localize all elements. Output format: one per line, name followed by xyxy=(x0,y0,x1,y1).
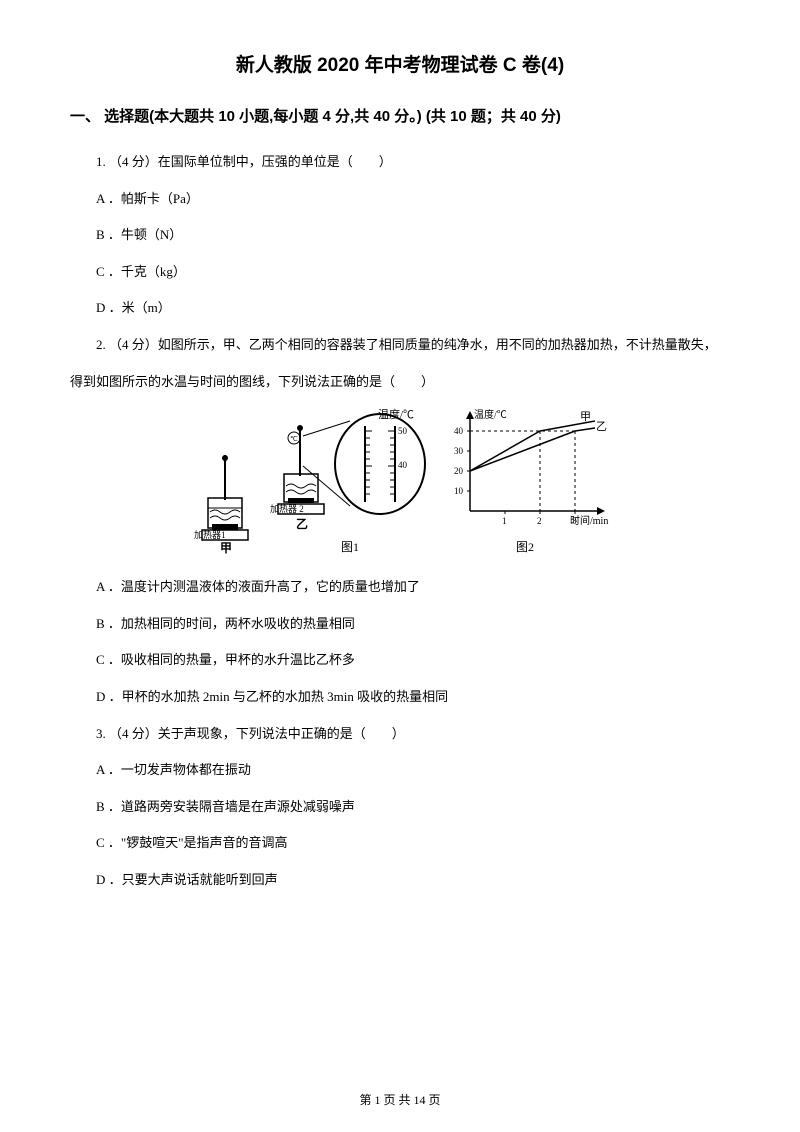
q1-option-c: C ．千克（kg） xyxy=(70,258,730,287)
fig2-label: 图2 xyxy=(516,538,534,555)
svg-text:2: 2 xyxy=(537,516,542,526)
chart: 温度/℃ 时间/min 10 20 30 40 1 2 3 甲 乙 图2 xyxy=(440,406,610,555)
chart-yi: 乙 xyxy=(596,420,607,433)
page-title: 新人教版 2020 年中考物理试卷 C 卷(4) xyxy=(70,50,730,77)
q1-option-b: B ．牛顿（N） xyxy=(70,221,730,250)
jia-label: 甲 xyxy=(220,541,232,555)
q2-stem-cont: 得到如图所示的水温与时间的图线，下列说法正确的是（ ） xyxy=(70,368,730,397)
heater1-label: 加热器1 xyxy=(194,529,226,540)
svg-text:3: 3 xyxy=(572,516,577,526)
svg-text:20: 20 xyxy=(454,466,464,476)
q2-option-d: D ．甲杯的水加热 2min 与乙杯的水加热 3min 吸收的热量相同 xyxy=(70,683,730,712)
chart-ylabel: 温度/℃ xyxy=(474,408,507,421)
heater2-label: 加热器 2 xyxy=(270,503,304,514)
svg-text:30: 30 xyxy=(454,446,464,456)
svg-text:℃: ℃ xyxy=(290,435,298,443)
q3-stem: 3. （4 分）关于声现象，下列说法中正确的是（ ） xyxy=(70,720,730,749)
svg-text:40: 40 xyxy=(454,426,464,436)
chart-jia: 甲 xyxy=(580,411,591,423)
q1-option-d: D ．米（m） xyxy=(70,294,730,323)
q2-figures: 加热器1 甲 ℃ 加热器 2 乙 温度/℃ 50 4 xyxy=(70,406,730,555)
q3-option-b: B ．道路两旁安装隔音墙是在声源处减弱噪声 xyxy=(70,793,730,822)
q3-option-d: D ．只要大声说话就能听到回声 xyxy=(70,866,730,895)
fig1-label: 图1 xyxy=(341,538,359,555)
chart-svg: 温度/℃ 时间/min 10 20 30 40 1 2 3 甲 乙 xyxy=(440,406,610,536)
svg-text:50: 50 xyxy=(398,426,408,436)
q2-option-a: A ．温度计内测温液体的液面升高了，它的质量也增加了 xyxy=(70,573,730,602)
beaker-yi-svg: ℃ 加热器 2 乙 温度/℃ 50 40 xyxy=(270,406,430,536)
thermo-unit: 温度/℃ xyxy=(378,407,414,421)
q2-option-b: B ．加热相同的时间，两杯水吸收的热量相同 xyxy=(70,610,730,639)
beaker-jia: 加热器1 甲 xyxy=(190,450,260,555)
beaker-yi: ℃ 加热器 2 乙 温度/℃ 50 40 xyxy=(270,406,430,555)
q3-option-a: A ．一切发声物体都在振动 xyxy=(70,756,730,785)
q1-option-a: A ．帕斯卡（Pa） xyxy=(70,185,730,214)
q1-stem: 1. （4 分）在国际单位制中，压强的单位是（ ） xyxy=(70,148,730,177)
q2-option-c: C ．吸收相同的热量，甲杯的水升温比乙杯多 xyxy=(70,646,730,675)
svg-text:1: 1 xyxy=(502,516,507,526)
beaker-jia-svg: 加热器1 甲 xyxy=(190,450,260,555)
yi-label: 乙 xyxy=(296,517,308,531)
q2-stem: 2. （4 分）如图所示，甲、乙两个相同的容器装了相同质量的纯净水，用不同的加热… xyxy=(70,331,730,360)
svg-text:40: 40 xyxy=(398,460,408,470)
page-footer: 第 1 页 共 14 页 xyxy=(0,1091,800,1108)
q3-option-c: C ．"锣鼓喧天"是指声音的音调高 xyxy=(70,829,730,858)
svg-text:10: 10 xyxy=(454,486,464,496)
section-header: 一、 选择题(本大题共 10 小题,每小题 4 分,共 40 分。) (共 10… xyxy=(70,105,730,126)
